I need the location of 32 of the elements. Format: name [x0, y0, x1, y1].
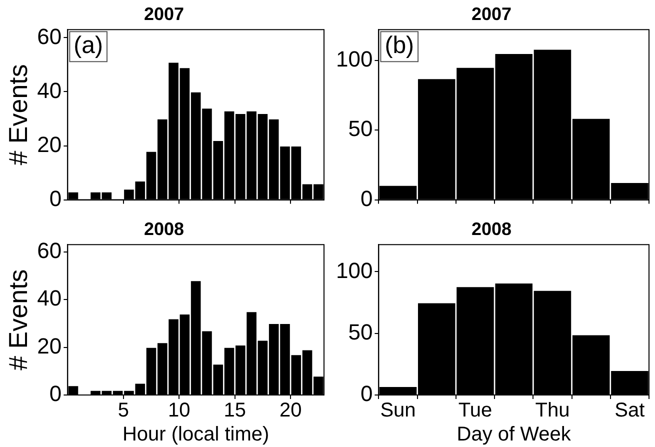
- y-tick-label: 0: [360, 381, 373, 406]
- y-tick-label: 20: [37, 132, 62, 157]
- x-tick-label: 20: [279, 400, 302, 422]
- y-tick-label: 50: [348, 319, 373, 344]
- y-tick-label: 100: [336, 258, 373, 283]
- x-axis-title: Hour (local time): [122, 424, 270, 446]
- x-tick-label: 5: [118, 400, 129, 422]
- y-tick-label: 0: [49, 381, 62, 406]
- y-tick-label: 40: [37, 78, 62, 103]
- chart-title: 2007: [144, 4, 184, 24]
- y-tick-label: 50: [348, 116, 373, 142]
- y-tick-label: 0: [360, 186, 373, 211]
- chart-title: 2008: [144, 218, 184, 239]
- x-axis-title: Day of Week: [456, 424, 572, 446]
- y-tick-label: 40: [37, 286, 62, 311]
- x-tick-label: Tue: [458, 400, 492, 422]
- annotation: (a): [74, 32, 104, 60]
- x-tick-label: Sun: [380, 400, 416, 422]
- y-tick-label: 100: [336, 46, 373, 72]
- y-tick-label: 20: [37, 333, 62, 358]
- y-axis-title: # Events: [2, 64, 33, 166]
- chart-title: 2007: [471, 4, 512, 24]
- y-axis-title: # Events: [2, 269, 33, 370]
- x-tick-label: 15: [224, 400, 246, 422]
- x-tick-label: 10: [168, 400, 190, 422]
- y-tick-label: 0: [49, 186, 62, 211]
- y-tick-label: 60: [37, 24, 62, 49]
- annotation: (b): [384, 32, 414, 60]
- chart-title: 2008: [471, 218, 512, 239]
- x-tick-label: Thu: [535, 400, 570, 422]
- x-tick-label: Sat: [614, 400, 646, 422]
- y-tick-label: 60: [37, 238, 62, 263]
